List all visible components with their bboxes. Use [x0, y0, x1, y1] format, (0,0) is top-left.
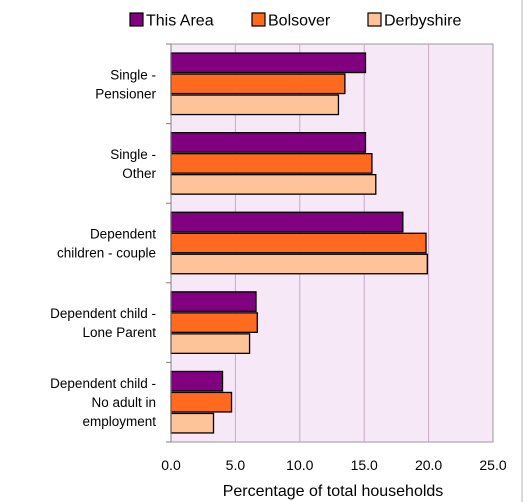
x-axis-ticks: 0.0 5.0 10.0 15.0 20.0 25.0	[161, 457, 507, 473]
legend-label: Bolsover	[268, 13, 331, 30]
category-label: Single -Pensioner	[95, 67, 156, 101]
bars	[170, 52, 428, 434]
bar-derbyshire	[170, 173, 377, 195]
x-tick-label: 10.0	[286, 457, 313, 473]
x-tick-label: 0.0	[161, 457, 181, 473]
legend-label: Derbyshire	[384, 13, 461, 30]
bar-this-area	[170, 131, 367, 153]
x-tick-label: 15.0	[351, 457, 378, 473]
x-tick-label: 25.0	[479, 457, 506, 473]
category-label: Dependent child -Lone Parent	[50, 306, 156, 340]
legend-swatch	[367, 12, 382, 27]
legend-label: This Area	[146, 13, 214, 30]
bar-this-area	[170, 52, 367, 74]
x-axis-title: Percentage of total households	[223, 483, 444, 500]
bar-derbyshire	[170, 412, 215, 434]
category-label: Dependent child -No adult in employment	[50, 376, 156, 429]
bar-derbyshire	[170, 253, 428, 275]
bar-bolsover	[170, 73, 346, 95]
bar-derbyshire	[170, 333, 251, 355]
y-axis: Single -Pensioner Single -Other Dependent c…	[50, 43, 172, 443]
bar-this-area	[170, 370, 224, 392]
x-tick-label: 20.0	[415, 457, 442, 473]
bar-bolsover	[170, 232, 427, 254]
bar-derbyshire	[170, 94, 340, 116]
category-label: Dependent children - couple	[57, 227, 156, 261]
legend-swatch	[251, 12, 266, 27]
legend-swatch	[129, 12, 144, 27]
category-label: Single -Other	[110, 147, 156, 181]
x-tick-label: 5.0	[226, 457, 246, 473]
bar-this-area	[170, 291, 257, 313]
bar-this-area	[170, 211, 404, 233]
bar-bolsover	[170, 152, 373, 174]
legend: This Area Bolsover Derbyshire	[129, 0, 523, 502]
bar-bolsover	[170, 391, 233, 413]
bar-bolsover	[170, 312, 258, 334]
